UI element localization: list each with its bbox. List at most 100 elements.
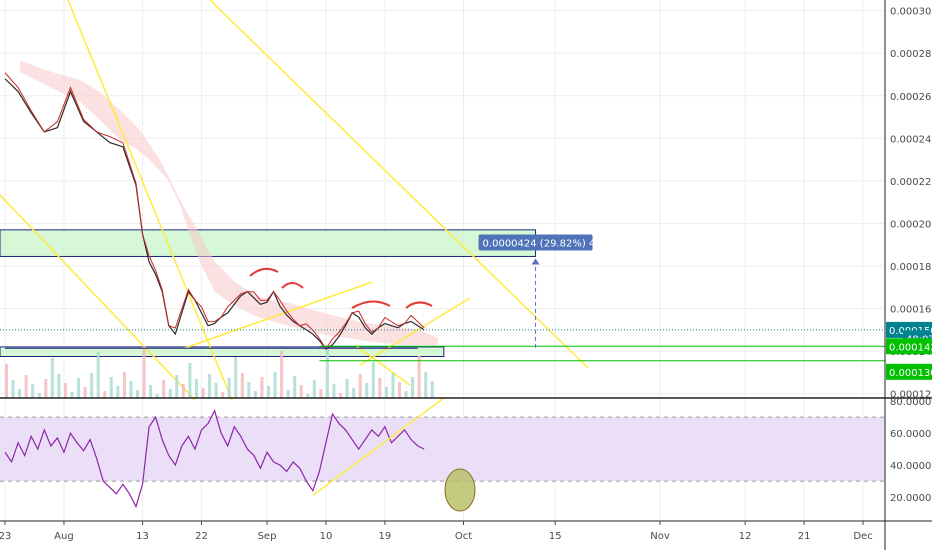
volume-bar [358, 374, 362, 398]
volume-bar [417, 356, 421, 398]
price-tick-label: 0.0001800 [890, 262, 932, 273]
volume-bar [398, 382, 401, 398]
time-tick-label: 19 [379, 531, 392, 542]
volume-bar [424, 372, 428, 398]
volume-bar [260, 377, 264, 398]
volume-bar [312, 380, 316, 398]
pattern-arc-1[interactable] [249, 267, 279, 277]
volume-bar [352, 388, 356, 398]
volume-bar [253, 391, 257, 398]
volume-bar [18, 389, 22, 398]
volume-bar [365, 383, 369, 398]
volume-bar [90, 373, 94, 398]
volume-bar [168, 389, 172, 398]
volume-bar [306, 394, 310, 398]
volume-bar [280, 351, 284, 398]
rsi-band [0, 417, 885, 482]
volume-bar [221, 392, 225, 398]
trendline-yellow-5[interactable] [359, 297, 471, 366]
price-badges: 0.000150048:070.00014230.0001303 [886, 321, 932, 380]
volume-bar [339, 393, 343, 398]
rsi-tick-label: 80.0000 [890, 397, 931, 408]
rsi-trendline[interactable] [312, 397, 445, 497]
trendline-yellow-6[interactable] [354, 344, 411, 386]
volume-bar [227, 378, 231, 398]
volume-bar [378, 378, 382, 398]
volume-bar [214, 383, 218, 398]
measure-arrowhead [531, 258, 540, 265]
time-tick-label: 15 [549, 531, 562, 542]
rsi-tick-label: 20.0000 [890, 493, 931, 504]
pattern-arc-3[interactable] [351, 300, 391, 309]
volume-bar [188, 363, 192, 398]
volume-bar [299, 385, 303, 398]
volume-bar [44, 379, 48, 398]
volume-bar [96, 352, 100, 398]
time-tick-label: 23 [0, 531, 11, 542]
rsi-tick-label: 60.0000 [890, 429, 931, 440]
volume-bar [116, 386, 120, 398]
price-tick-label: 0.0001200 [890, 390, 932, 401]
volume-bar [70, 392, 74, 398]
price-tick-label: 0.0001600 [890, 305, 932, 316]
volume-bar [234, 357, 238, 398]
price-tick-label: 0.0002200 [890, 177, 932, 188]
volume-bar [103, 391, 107, 398]
price-badge-label: 0.0001423 [889, 342, 932, 353]
rsi-series[interactable] [4, 409, 425, 509]
volume-bar [247, 382, 251, 398]
trendline-yellow-3[interactable] [0, 194, 196, 401]
volume-bar [286, 390, 290, 398]
time-tick-label: Dec [853, 531, 872, 542]
time-tick-label: Aug [54, 531, 74, 542]
volume-bar [5, 364, 8, 398]
volume-bar [31, 384, 35, 398]
volume-bar [37, 393, 41, 398]
cloud-shape [20, 60, 438, 345]
volume-bar [142, 346, 146, 398]
volume-bar [273, 372, 277, 398]
volume-bars [5, 345, 434, 398]
trendline-yellow-2[interactable] [209, 0, 589, 369]
volume-bar [63, 383, 67, 398]
time-tick-label: 21 [798, 531, 811, 542]
red-baseline [4, 72, 425, 350]
time-tick-label: Oct [455, 531, 472, 542]
trendline-yellow-4[interactable] [184, 281, 373, 349]
price-badge-box [886, 363, 932, 380]
rsi-tick-label: 40.0000 [890, 461, 931, 472]
trendline-yellow-1[interactable] [67, 0, 233, 401]
rsi-highlight-circle[interactable] [444, 468, 476, 512]
volume-bar [175, 375, 179, 398]
rsi-axis-ticks: 80.0000 60.0000 40.0000 20.0000 [890, 397, 931, 504]
volume-bar [240, 373, 244, 398]
price-badge-box [886, 338, 932, 355]
price-badge-label: 0.0001303 [889, 368, 932, 379]
volume-bar [129, 381, 133, 398]
volume-bar [122, 372, 126, 398]
volume-bar [24, 375, 28, 398]
volume-bar [50, 358, 54, 398]
volume-bar [208, 374, 212, 398]
volume-bar [136, 390, 139, 398]
volume-bar [391, 373, 395, 398]
upper-resistance-zone[interactable] [0, 229, 537, 257]
volume-bar [57, 374, 61, 398]
volume-bar [293, 376, 297, 398]
time-tick-label: Nov [650, 531, 670, 542]
lower-support-zone[interactable] [0, 346, 445, 357]
volume-bar [109, 377, 113, 398]
volume-bar [181, 384, 185, 398]
volume-bar [77, 378, 81, 398]
measure-label-box[interactable] [478, 234, 593, 251]
volume-bar [149, 385, 153, 398]
pattern-arc-2[interactable] [281, 282, 304, 289]
volume-bar [267, 386, 270, 398]
pattern-arc-4[interactable] [405, 301, 433, 309]
volume-bar [430, 381, 434, 398]
volume-bar [319, 389, 323, 398]
time-tick-label: 22 [195, 531, 208, 542]
price-tick-label: 0.0002600 [890, 92, 932, 103]
time-tick-label: 10 [320, 531, 333, 542]
